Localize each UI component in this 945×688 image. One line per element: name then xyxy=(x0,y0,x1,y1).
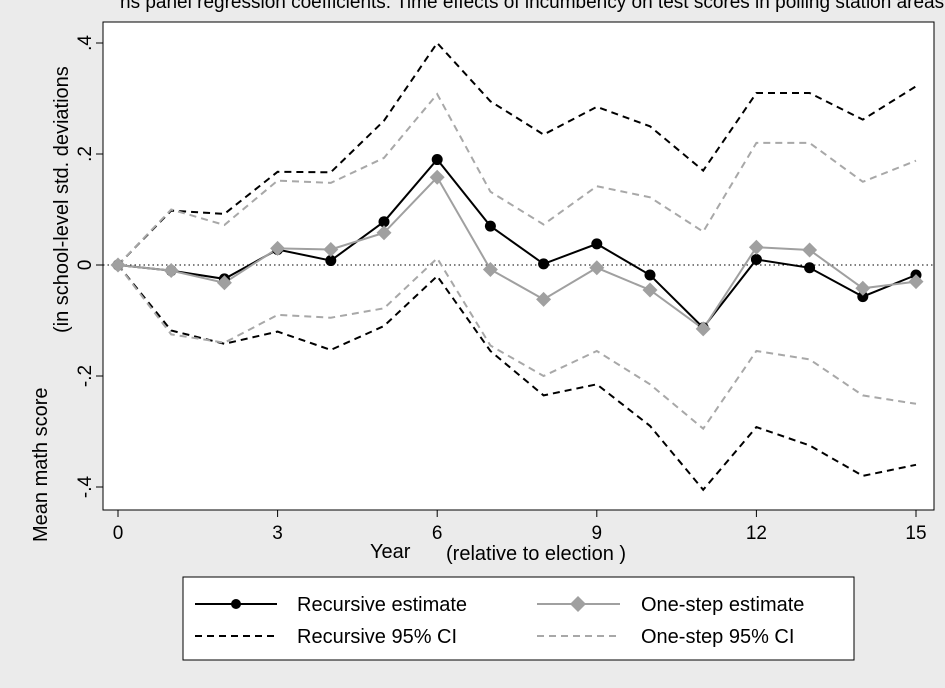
series-line-recursive-95-ci-lower xyxy=(117,264,917,492)
point-one-step-estimate-15 xyxy=(908,274,924,290)
x-tick-label: 12 xyxy=(746,523,767,544)
point-one-step-estimate-4 xyxy=(323,241,339,257)
point-one-step-estimate-8 xyxy=(536,291,552,307)
series-line-recursive-estimate xyxy=(117,157,917,330)
legend: Recursive estimate One-step estimate Rec… xyxy=(182,576,855,661)
x-axis-title: Year xyxy=(370,541,411,563)
x-tick-label: 0 xyxy=(113,523,124,544)
point-recursive-estimate-12 xyxy=(750,253,762,265)
x-tick-label: 3 xyxy=(272,523,283,544)
point-recursive-estimate-6 xyxy=(431,154,443,166)
point-one-step-estimate-2 xyxy=(216,275,232,291)
legend-marker-one-step-estimate xyxy=(570,596,586,612)
legend-label-recursive-ci: Recursive 95% CI xyxy=(297,626,457,648)
x-axis-title-suffix: (relative to election ) xyxy=(446,543,626,565)
point-recursive-estimate-7 xyxy=(484,220,496,232)
y-tick-label: .2 xyxy=(75,146,96,162)
legend-label-one-step-estimate: One-step estimate xyxy=(641,594,804,616)
point-one-step-estimate-5 xyxy=(376,225,392,241)
point-one-step-estimate-14 xyxy=(855,280,871,296)
x-tick-label: 6 xyxy=(432,523,443,544)
point-one-step-estimate-10 xyxy=(642,282,658,298)
point-one-step-estimate-3 xyxy=(270,240,286,256)
point-recursive-estimate-5 xyxy=(378,216,390,228)
series-line-recursive-95-ci xyxy=(117,41,917,266)
x-tick-label: 15 xyxy=(905,523,926,544)
top-caption-fragment: ns panel regression coefficients: Time e… xyxy=(120,0,944,13)
point-one-step-estimate-13 xyxy=(802,242,818,258)
y-tick-label: -.2 xyxy=(75,365,96,387)
y-tick-label: .4 xyxy=(75,35,96,51)
point-recursive-estimate-13 xyxy=(804,262,816,274)
point-one-step-estimate-6 xyxy=(429,169,445,185)
y-axis-title: Mean math score xyxy=(30,387,52,542)
point-one-step-estimate-11 xyxy=(695,321,711,337)
point-one-step-estimate-1 xyxy=(163,263,179,279)
point-recursive-estimate-8 xyxy=(538,258,550,270)
point-recursive-estimate-9 xyxy=(591,238,603,250)
point-recursive-estimate-14 xyxy=(857,291,869,303)
legend-marker-recursive-estimate xyxy=(231,599,241,609)
series-line-one-step-estimate xyxy=(117,175,917,331)
point-one-step-estimate-9 xyxy=(589,260,605,276)
y-tick-label: 0 xyxy=(75,260,96,271)
point-recursive-estimate-10 xyxy=(644,269,656,281)
point-one-step-estimate-12 xyxy=(748,239,764,255)
series-line-one-step-95-ci-lower xyxy=(117,256,917,431)
legend-label-recursive-estimate: Recursive estimate xyxy=(297,594,467,616)
y-tick-label: -.4 xyxy=(75,475,96,498)
point-recursive-estimate-4 xyxy=(325,255,337,267)
point-one-step-estimate-0 xyxy=(110,257,126,273)
legend-box xyxy=(182,576,855,661)
x-tick-label: 9 xyxy=(592,523,603,544)
legend-label-one-step-ci: One-step 95% CI xyxy=(641,626,794,648)
y-axis-title-sub: (in school-level std. deviations xyxy=(51,66,73,333)
point-one-step-estimate-7 xyxy=(482,261,498,277)
